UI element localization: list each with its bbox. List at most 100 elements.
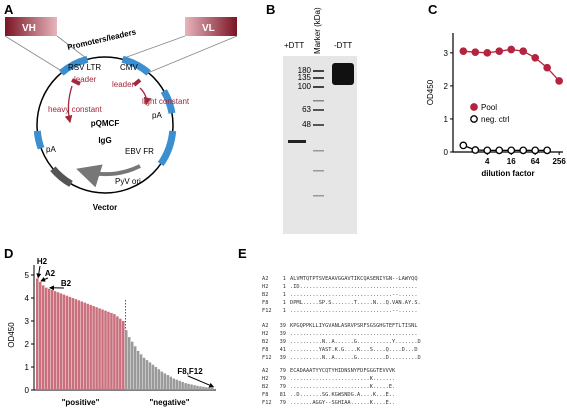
point: [531, 146, 540, 155]
vector-name: pQMCF: [91, 119, 120, 128]
sequence: ..........N..A......G...........Y.......…: [290, 339, 421, 345]
annotation-arrow: [40, 277, 49, 282]
heavy-arrow: [64, 85, 73, 124]
bar: [74, 299, 78, 390]
bar: [59, 293, 63, 390]
bar: [98, 308, 101, 390]
seq-name: H2: [262, 376, 268, 382]
sequence: .........YAST.K.G....K...S....Q....D...D: [290, 347, 418, 353]
vector-map: VH VL Promoters/leaders RSV LTR CMV lead…: [4, 17, 238, 212]
band: [313, 150, 324, 152]
seq-name: A2: [262, 323, 268, 329]
bar: [175, 379, 178, 390]
band: [313, 109, 324, 111]
seq-start: 79: [280, 368, 286, 374]
lane-label: -DTT: [334, 41, 352, 50]
annotation: B2: [61, 279, 72, 288]
bar: [77, 300, 81, 390]
bar: [139, 354, 143, 390]
label: Promoters/leaders: [66, 27, 137, 52]
point: [495, 47, 504, 56]
seq-name: H2: [262, 284, 268, 290]
point: [471, 146, 480, 154]
seq-start: 1: [283, 284, 286, 290]
bar: [116, 316, 119, 390]
bar: [107, 311, 110, 390]
sequence: ..........N..A......G.........D.........…: [290, 355, 421, 361]
leader-block: [71, 78, 81, 86]
gel: +DTT Marker (kDa) -DTT 180 135 100 63 48: [283, 7, 357, 234]
segment: [33, 130, 45, 150]
sequence: .......AGGY--SGHIAA......K....E..: [290, 400, 395, 406]
y-axis-label: OD450: [426, 79, 435, 105]
bar: [92, 306, 95, 390]
bar: [205, 387, 208, 390]
segment: [157, 130, 177, 167]
seq-name: B2: [262, 384, 268, 390]
y-tick-label: 4: [25, 294, 30, 303]
seq-name: H2: [262, 331, 268, 337]
bar: [181, 381, 184, 390]
bar: [113, 314, 116, 390]
sequence: .........................K.......: [290, 376, 395, 382]
band: [332, 63, 354, 85]
bar: [148, 362, 152, 390]
bar: [208, 387, 211, 390]
bar: [202, 386, 205, 390]
bar: [157, 369, 161, 390]
x-tick-label: 4: [485, 157, 490, 166]
bar: [95, 307, 98, 390]
seq-name: F12: [262, 400, 272, 406]
seq-name: F8: [262, 300, 268, 306]
point: [495, 146, 504, 155]
y-tick-label: 3: [25, 317, 30, 326]
alignment: A2 1 ALVMTQTPTSVEAAVGGAVTIKCQASENIYGN--LAW…: [262, 276, 421, 406]
point: [459, 141, 468, 150]
seq-name: F8: [262, 392, 268, 398]
bar: [101, 309, 104, 390]
bar: [178, 380, 181, 390]
legend-marker: [470, 103, 478, 111]
seq-start: 79: [280, 400, 286, 406]
vh-box: [5, 17, 57, 36]
point: [483, 146, 492, 155]
lane-label: Marker (kDa): [313, 7, 322, 54]
bar: [142, 357, 146, 390]
x-tick-label: 256: [552, 157, 566, 166]
seq-start: 39: [280, 323, 286, 329]
segment: [50, 166, 73, 187]
bar: [122, 321, 125, 390]
seq-start: 1: [283, 292, 286, 298]
seq-name: B2: [262, 339, 268, 345]
bar: [38, 281, 42, 390]
band: [313, 100, 324, 102]
bar: [127, 337, 131, 390]
panel-label: A: [4, 2, 14, 17]
point: [507, 146, 516, 155]
bar: [71, 298, 75, 390]
seq-start: 1: [283, 308, 286, 314]
bar: [184, 383, 187, 390]
panel-label: E: [238, 246, 247, 261]
band: [313, 195, 324, 197]
seq-name: F8: [262, 347, 268, 353]
bar: [36, 278, 39, 390]
bar: [151, 364, 155, 390]
band: [313, 86, 324, 88]
label: CMV: [120, 63, 138, 72]
bar: [119, 318, 122, 390]
y-tick-label: 1: [25, 363, 30, 372]
point: [543, 63, 552, 72]
bar: [130, 341, 134, 390]
sequence: ................................--......: [290, 308, 418, 314]
label: RSV LTR: [68, 63, 101, 72]
caption: Vector: [93, 203, 117, 212]
y-tick-label: 1: [444, 115, 449, 124]
bar: [211, 387, 214, 390]
point: [555, 77, 563, 85]
bar: [80, 301, 84, 390]
point: [483, 48, 492, 57]
bar: [187, 383, 190, 390]
bar: [154, 367, 158, 390]
bar: [44, 287, 48, 390]
